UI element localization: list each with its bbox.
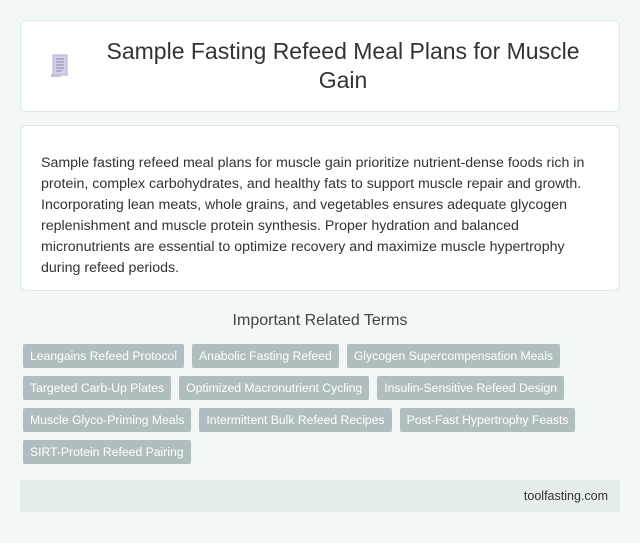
related-term-tag[interactable]: Insulin-Sensitive Refeed Design xyxy=(377,376,564,400)
page-title: Sample Fasting Refeed Meal Plans for Mus… xyxy=(106,38,580,93)
related-term-tag[interactable]: Post-Fast Hypertrophy Feasts xyxy=(399,408,576,432)
footer: toolfasting.com xyxy=(20,480,620,512)
related-term-tag[interactable]: Intermittent Bulk Refeed Recipes xyxy=(199,408,392,432)
related-terms-list: Leangains Refeed Protocol Anabolic Fastin… xyxy=(23,344,613,464)
footer-site[interactable]: toolfasting.com xyxy=(523,489,608,503)
description-card: Sample fasting refeed meal plans for mus… xyxy=(20,125,620,291)
related-term-tag[interactable]: Anabolic Fasting Refeed xyxy=(192,344,339,368)
related-term-tag[interactable]: Glycogen Supercompensation Meals xyxy=(346,344,560,368)
related-term-tag[interactable]: SIRT-Protein Refeed Pairing xyxy=(23,440,191,464)
description-text: Sample fasting refeed meal plans for mus… xyxy=(41,155,585,276)
related-term-tag[interactable]: Optimized Macronutrient Cycling xyxy=(179,376,370,400)
related-terms-heading: Important Related Terms xyxy=(232,312,408,329)
related-term-tag[interactable]: Muscle Glyco-Priming Meals xyxy=(23,408,192,432)
document-icon xyxy=(51,54,69,78)
header-card: Sample Fasting Refeed Meal Plans for Mus… xyxy=(20,20,620,112)
related-term-tag[interactable]: Leangains Refeed Protocol xyxy=(23,344,185,368)
related-term-tag[interactable]: Targeted Carb-Up Plates xyxy=(23,376,172,400)
